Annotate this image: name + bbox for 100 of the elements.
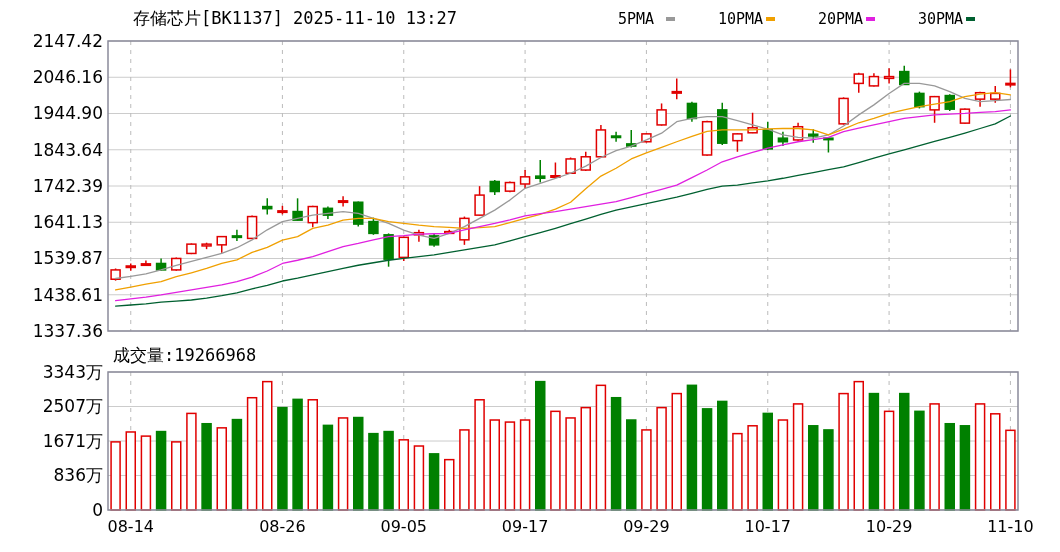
y-tick-label: 1337.36 [32, 320, 103, 341]
chart-title: 成交量:19266968 [113, 345, 257, 365]
x-tick-label: 09-05 [380, 517, 427, 536]
candlestick [398, 235, 409, 262]
bar [171, 441, 182, 511]
bar [186, 412, 197, 511]
bar [353, 416, 364, 511]
bar [428, 453, 440, 511]
legend-label: 30PMA [918, 10, 964, 28]
y-tick-label: 1742.39 [32, 175, 103, 196]
bar [368, 432, 379, 511]
bar [717, 400, 728, 511]
bar [489, 419, 500, 511]
y-tick-label: 1671万 [42, 430, 103, 451]
bar [762, 412, 773, 511]
x-tick-label: 09-29 [623, 517, 670, 536]
bar [595, 384, 607, 511]
bar [1005, 429, 1016, 511]
chart-title: 存储芯片[BK1137] 2025-11-10 13:27 [133, 8, 457, 28]
bar [110, 441, 121, 511]
bar [519, 419, 531, 511]
y-tick-label: 836万 [53, 465, 103, 486]
bar [671, 392, 682, 511]
bar [565, 417, 576, 511]
y-tick-label: 1539.87 [32, 248, 103, 269]
bar [944, 422, 955, 511]
y-tick-label: 1944.90 [32, 103, 103, 124]
legend-label: 10PMA [718, 10, 764, 28]
bar [853, 380, 864, 511]
y-tick-label: 1843.64 [32, 139, 103, 160]
bar [504, 421, 516, 511]
candlestick [519, 169, 531, 190]
x-tick-label: 11-10 [987, 517, 1034, 536]
bar [868, 392, 880, 511]
bar [686, 384, 698, 511]
bar [838, 392, 849, 511]
candlestick [656, 102, 667, 127]
y-tick-label: 1438.61 [32, 284, 103, 305]
bar [747, 425, 758, 511]
bar [231, 418, 243, 511]
x-tick-label: 09-17 [501, 517, 549, 536]
bar [656, 406, 667, 511]
bar [444, 458, 455, 511]
bar [959, 425, 971, 511]
y-tick-label: 2046.16 [32, 67, 103, 88]
bar [474, 399, 485, 511]
bar [974, 403, 986, 511]
bar [292, 398, 303, 511]
bar [990, 413, 1001, 511]
bar [792, 403, 804, 511]
bar [262, 380, 273, 511]
candlestick [474, 185, 485, 217]
candlestick [353, 200, 364, 228]
candlestick [610, 130, 622, 143]
bar [883, 410, 895, 511]
bar [808, 425, 819, 511]
bar [383, 430, 394, 511]
candlestick [732, 132, 743, 153]
bar [155, 430, 167, 511]
bar [626, 419, 637, 511]
bar [823, 429, 834, 511]
bar [899, 392, 910, 511]
bar [322, 424, 334, 511]
candlestick [899, 65, 910, 86]
y-tick-label: 2147.42 [32, 30, 103, 51]
bar [307, 399, 318, 511]
bar [246, 396, 258, 511]
bar [777, 419, 789, 511]
bar [914, 410, 925, 511]
candlestick [883, 67, 895, 85]
bar [398, 439, 409, 511]
bar [201, 422, 212, 511]
candlestick [671, 77, 682, 100]
y-tick-label: 3343万 [42, 361, 103, 382]
bar [125, 431, 136, 511]
y-tick-label: 2507万 [42, 396, 103, 417]
candlestick [337, 195, 349, 208]
bar [216, 427, 227, 511]
x-tick-label: 10-17 [744, 517, 791, 536]
bar [580, 406, 591, 511]
bar [337, 417, 349, 511]
bar [413, 445, 425, 511]
y-tick-label: 1641.13 [32, 212, 103, 233]
y-tick-label: 0 [92, 499, 103, 520]
x-tick-label: 10-29 [865, 517, 913, 536]
bar [929, 403, 940, 511]
bar [701, 408, 713, 511]
bar [641, 429, 652, 511]
bar [550, 410, 561, 511]
bar [277, 406, 288, 511]
bar [535, 380, 546, 511]
bar [610, 396, 622, 511]
bar [459, 429, 470, 511]
bar [140, 435, 152, 511]
legend-label: 20PMA [818, 10, 864, 28]
candlestick [231, 229, 243, 242]
x-tick-label: 08-26 [259, 517, 306, 536]
legend-label: 5PMA [618, 10, 655, 28]
x-tick-label: 08-14 [107, 517, 154, 536]
candlestick [535, 159, 546, 184]
